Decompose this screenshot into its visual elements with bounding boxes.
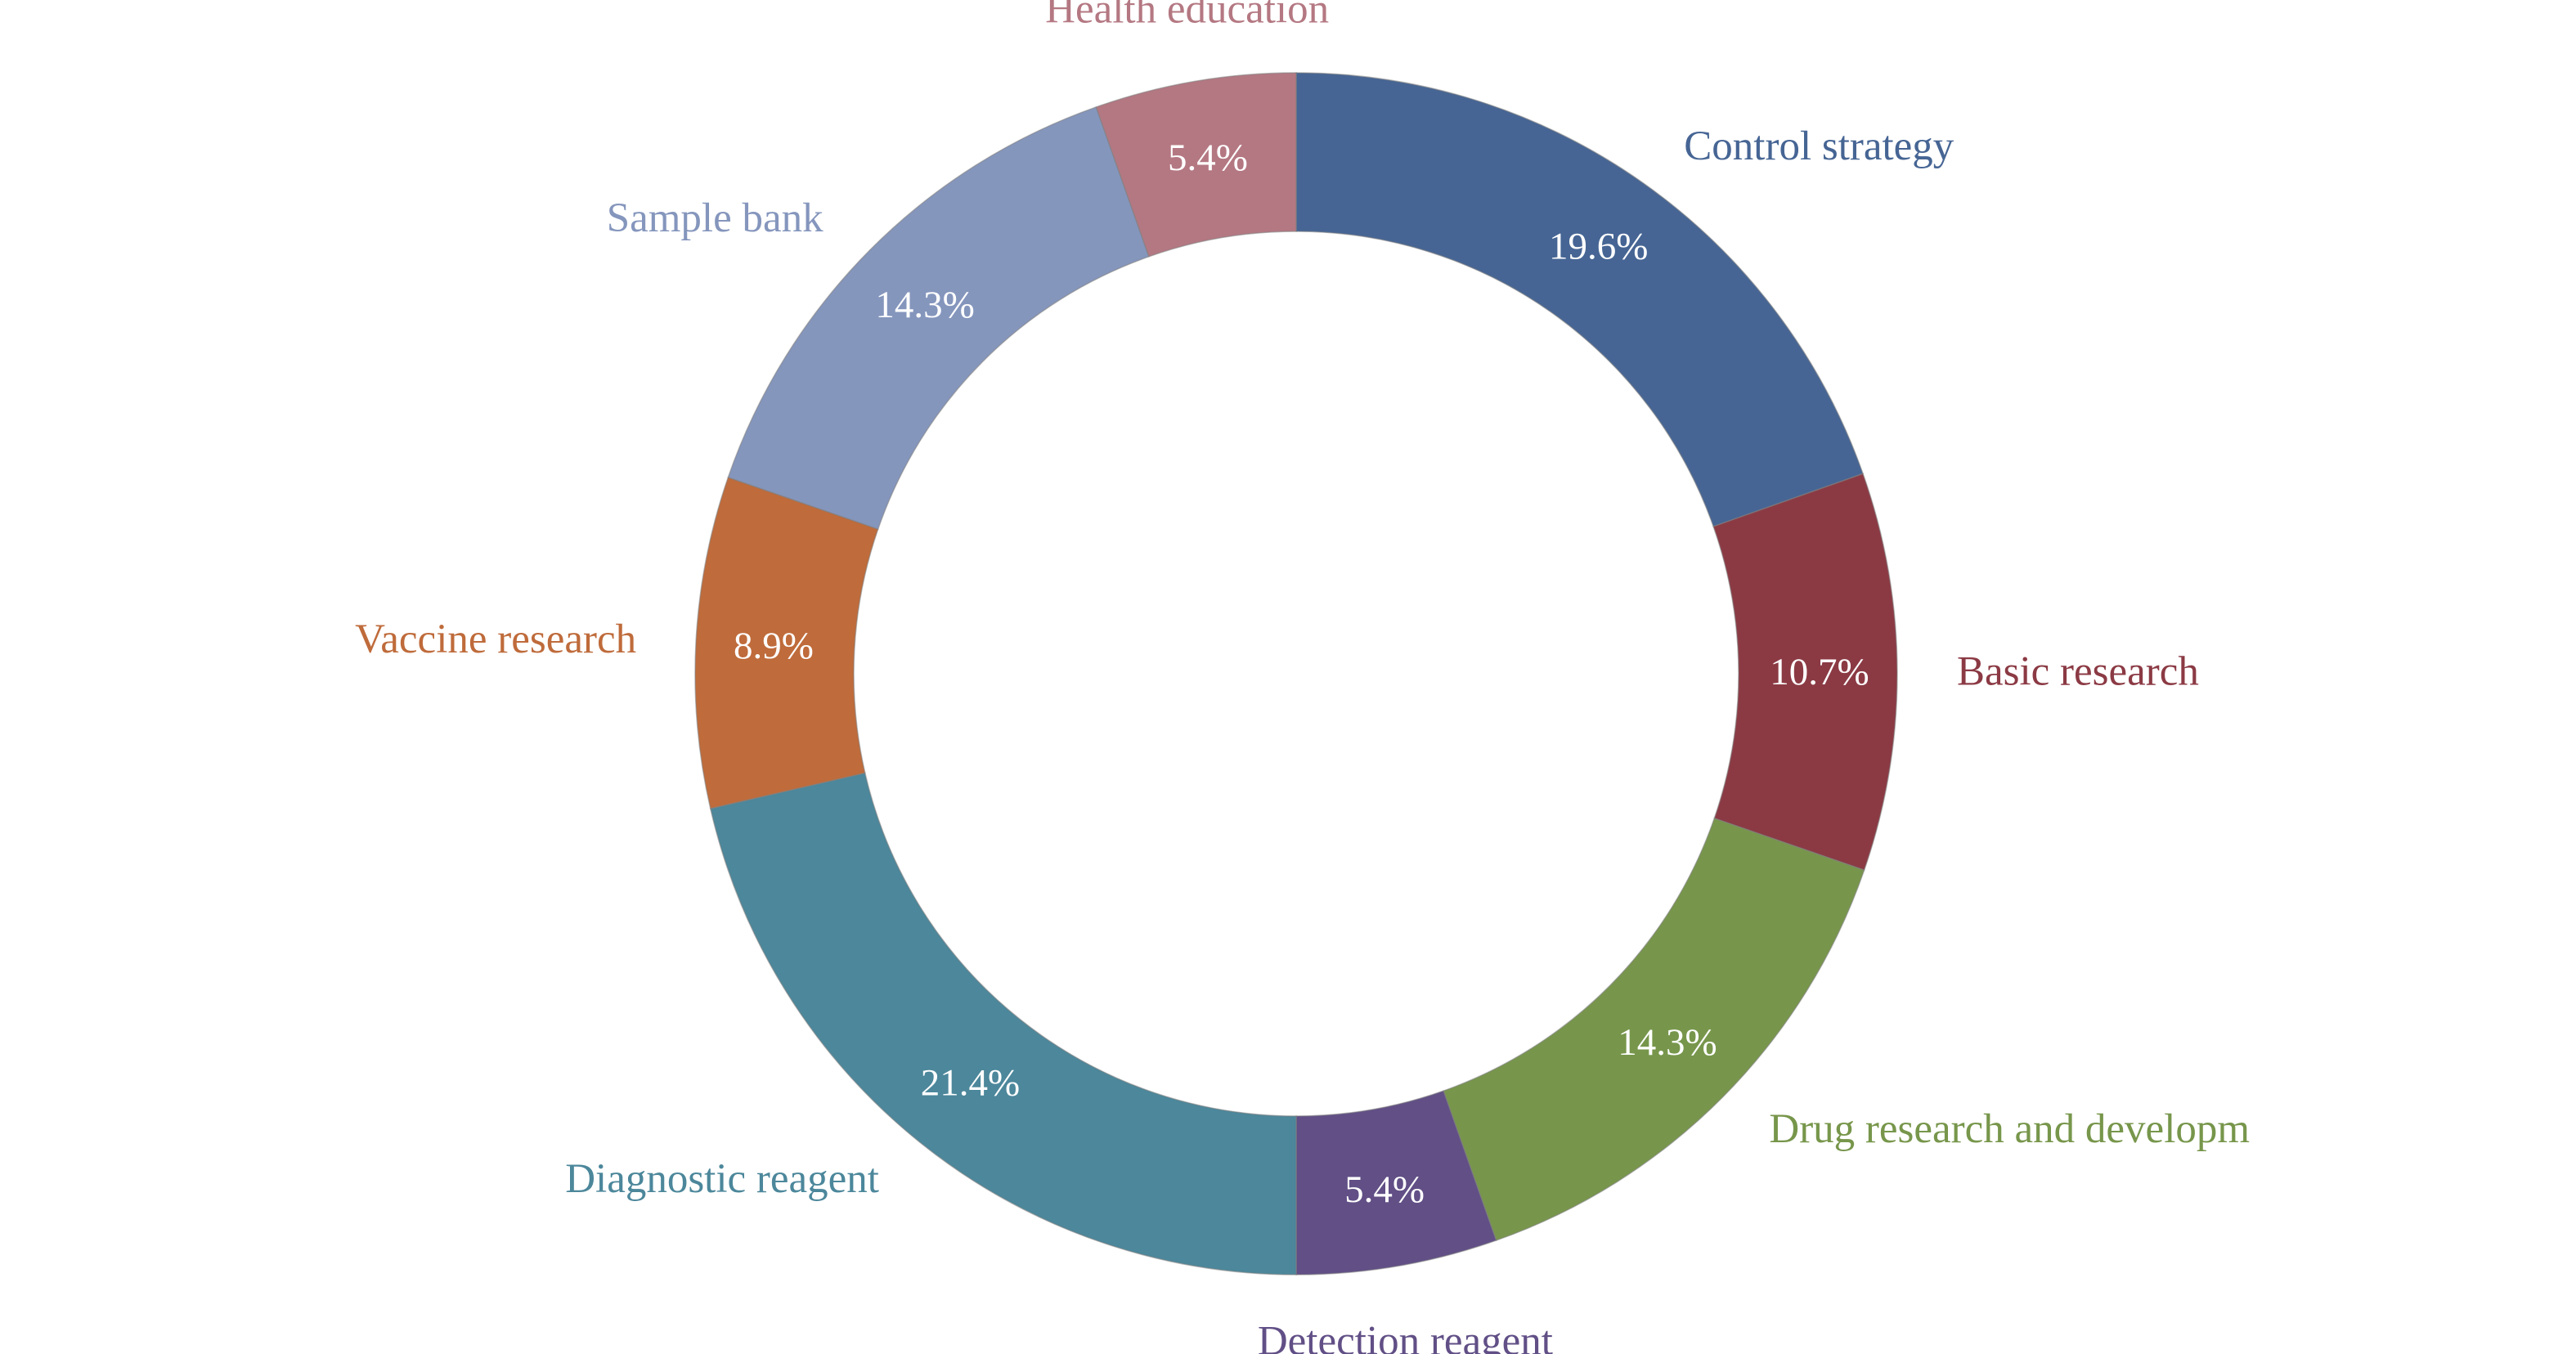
- value-label-drug-research-and-developm: 14.3%: [1618, 1021, 1717, 1064]
- category-label-sample-bank: Sample bank: [607, 195, 824, 241]
- category-label-basic-research: Basic research: [1957, 649, 2199, 695]
- value-label-control-strategy: 19.6%: [1549, 226, 1648, 268]
- category-label-diagnostic-reagent: Diagnostic reagent: [565, 1156, 879, 1202]
- category-label-drug-research-and-developm: Drug research and developm: [1769, 1106, 2250, 1152]
- value-label-sample-bank: 14.3%: [875, 284, 974, 326]
- slice-health-education: [1095, 72, 1297, 258]
- value-label-basic-research: 10.7%: [1770, 651, 1869, 693]
- category-label-detection-reagent: Detection reagent: [1258, 1319, 1553, 1354]
- category-label-health-education: Health education: [1045, 0, 1329, 32]
- slice-diagnostic-reagent: [709, 772, 1297, 1276]
- category-label-control-strategy: Control strategy: [1684, 123, 1954, 169]
- category-label-vaccine-research: Vaccine research: [355, 616, 636, 662]
- value-label-health-education: 5.4%: [1168, 137, 1248, 179]
- slices-layer: [694, 72, 1898, 1276]
- value-label-vaccine-research: 8.9%: [734, 625, 814, 667]
- value-labels-layer: 19.6% 10.7% 14.3% 5.4% 21.4% 8.9% 14.3% 5.4%: [734, 137, 1869, 1211]
- value-label-diagnostic-reagent: 21.4%: [921, 1062, 1020, 1105]
- value-label-detection-reagent: 5.4%: [1344, 1168, 1425, 1211]
- category-labels-layer: Control strategy Basic research Drug resea…: [355, 0, 2250, 1354]
- slice-control-strategy: [1295, 72, 1865, 527]
